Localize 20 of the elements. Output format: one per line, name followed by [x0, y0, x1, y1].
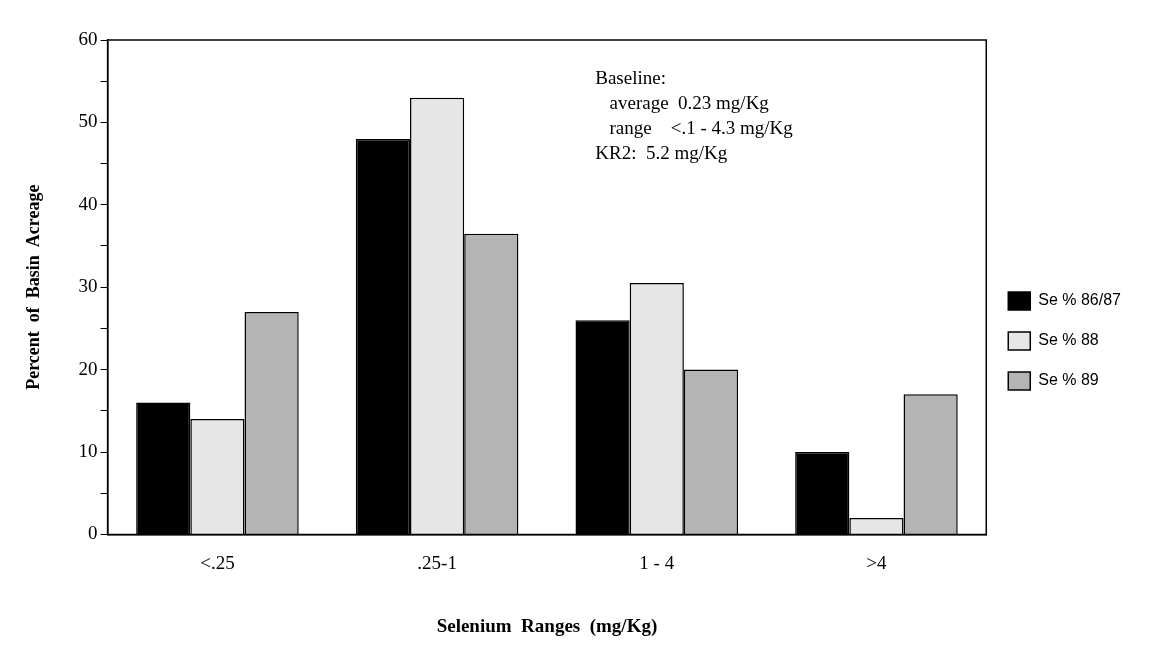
- x-tick-label: .25-1: [417, 551, 457, 573]
- x-axis-title: Selenium Ranges (mg/Kg): [436, 614, 658, 637]
- legend-label: Se % 89: [1038, 371, 1099, 389]
- annotation: KR2: 5.2 mg/Kg: [595, 142, 728, 164]
- x-tick-label: <.25: [200, 551, 235, 573]
- y-tick-label: 10: [78, 439, 98, 461]
- y-axis-title: Percent of Basin Acreage: [23, 184, 44, 390]
- y-tick-label: 30: [78, 275, 98, 297]
- y-tick-label: 50: [78, 110, 98, 132]
- y-tick-label: 20: [78, 357, 98, 379]
- y-tick-label: 0: [88, 522, 98, 544]
- legend-label: Se % 88: [1038, 331, 1099, 349]
- y-tick-label: 60: [78, 27, 98, 49]
- annotation: Baseline:: [595, 67, 666, 89]
- x-tick-label: 1 - 4: [639, 551, 675, 573]
- y-tick-label: 40: [78, 192, 98, 214]
- legend-label: Se % 86/87: [1038, 291, 1122, 309]
- annotation: range <.1 - 4.3 mg/Kg: [595, 117, 794, 139]
- x-tick-label: >4: [866, 551, 888, 573]
- annotation: average 0.23 mg/Kg: [595, 92, 770, 114]
